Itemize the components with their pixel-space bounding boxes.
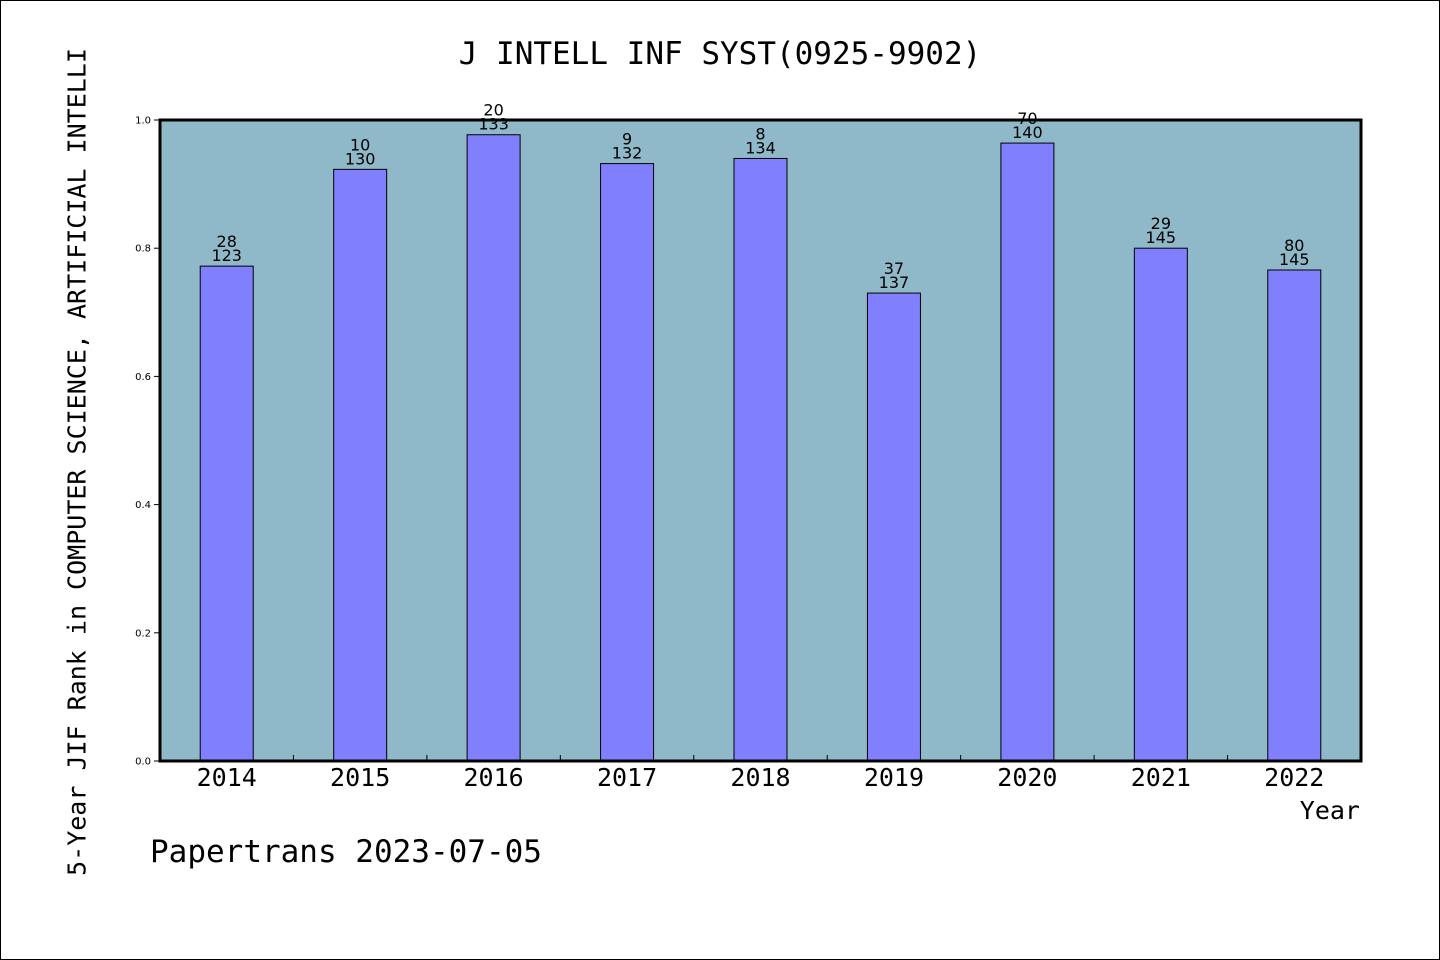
- bar-2022: [1267, 269, 1322, 762]
- data-label-bottom: 145: [1146, 228, 1177, 247]
- x-tick-label: 2019: [864, 763, 924, 792]
- bar-2020: [1000, 142, 1055, 762]
- data-label-bottom: 140: [1012, 123, 1043, 142]
- y-tick-label: 0.4: [135, 500, 151, 511]
- plot-border: [158, 118, 1363, 763]
- x-tick-label: 2016: [464, 763, 524, 792]
- y-tick-label: 0.6: [135, 372, 151, 383]
- data-label-top: 8: [755, 124, 765, 143]
- x-tick-label: 2015: [330, 763, 390, 792]
- x-tick-label: 2020: [997, 763, 1057, 792]
- footer-credit: Papertrans 2023-07-05: [150, 834, 542, 870]
- data-label-bottom: 132: [612, 144, 643, 163]
- data-label-bottom: 123: [211, 246, 242, 265]
- data-label-top: 10: [350, 135, 370, 154]
- x-tick-label: 2022: [1264, 763, 1324, 792]
- y-tick-label: 0.0: [135, 757, 151, 768]
- bar-2019: [866, 292, 921, 762]
- y-tick-label: 0.8: [135, 244, 151, 255]
- data-label-top: 20: [483, 101, 503, 120]
- x-tick-label: 2021: [1131, 763, 1191, 792]
- bar-2021: [1133, 247, 1188, 762]
- x-tick-label: 2018: [730, 763, 790, 792]
- y-tick-label: 0.2: [135, 628, 151, 639]
- x-axis-label: Year: [1299, 796, 1360, 825]
- data-label-bottom: 134: [745, 138, 776, 157]
- data-label-top: 29: [1151, 214, 1171, 233]
- y-tick-label: 1.0: [135, 116, 151, 127]
- data-label-top: 9: [622, 130, 632, 149]
- bar-2017: [600, 163, 655, 762]
- bar-2016: [466, 134, 521, 762]
- bar-2018: [733, 157, 788, 762]
- bar-2015: [333, 168, 388, 762]
- data-label-top: 37: [884, 259, 904, 278]
- data-label-bottom: 130: [345, 149, 376, 168]
- data-label-bottom: 137: [879, 273, 910, 292]
- chart-title: J INTELL INF SYST(0925-9902): [458, 36, 982, 72]
- x-tick-label: 2014: [197, 763, 257, 792]
- data-label-bottom: 133: [478, 115, 509, 134]
- x-tick-label: 2017: [597, 763, 657, 792]
- data-label-bottom: 145: [1279, 250, 1310, 269]
- data-label-top: 28: [217, 232, 237, 251]
- bar-2014: [199, 265, 254, 762]
- data-label-top: 80: [1284, 236, 1304, 255]
